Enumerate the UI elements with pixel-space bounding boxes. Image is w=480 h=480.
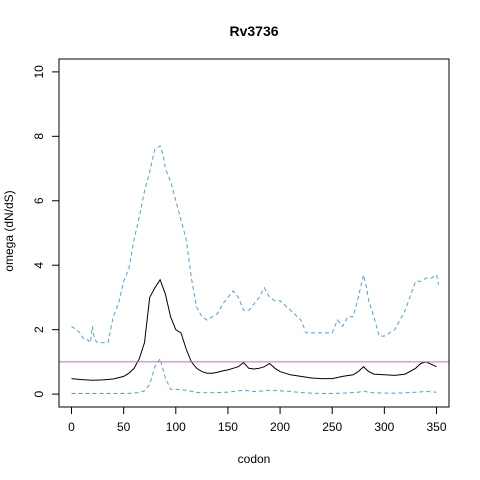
series-line-1 <box>71 357 437 394</box>
series-group <box>59 145 449 394</box>
y-tick-label: 6 <box>32 197 46 204</box>
x-tick-label: 150 <box>218 420 238 434</box>
x-tick-label: 0 <box>68 420 75 434</box>
x-tick-label: 100 <box>166 420 186 434</box>
x-tick-label: 300 <box>374 420 394 434</box>
x-tick-label: 350 <box>426 420 446 434</box>
x-tick-label: 200 <box>270 420 290 434</box>
plot-frame <box>58 58 450 408</box>
y-tick-label: 2 <box>32 326 46 333</box>
y-tick-label: 0 <box>32 390 46 397</box>
chart-title: Rv3736 <box>229 23 278 39</box>
y-tick-label: 8 <box>32 133 46 140</box>
y-tick-label: 10 <box>32 65 46 79</box>
series-line-2 <box>71 145 440 344</box>
series-line-0 <box>71 278 437 381</box>
y-tick-label: 4 <box>32 262 46 269</box>
x-tick-label: 50 <box>117 420 131 434</box>
y-axis-label: omega (dN/dS) <box>2 190 16 271</box>
x-tick-label: 250 <box>322 420 342 434</box>
plot-area: 0 50 100 150 200 250 300 350 0 2 4 6 8 10 <box>32 58 450 434</box>
x-axis-label: codon <box>238 452 271 466</box>
